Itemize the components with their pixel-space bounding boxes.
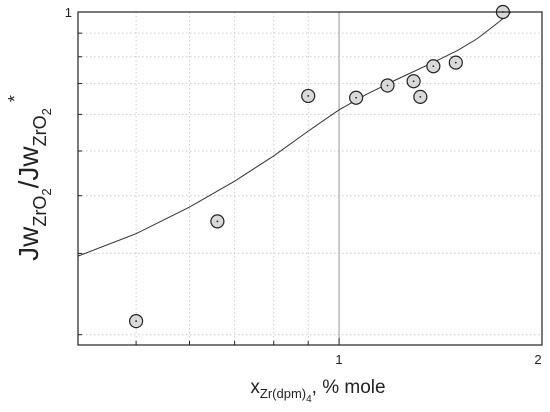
data-point-center <box>135 320 138 323</box>
x-axis-title: xZr(dpm)4, % mole <box>250 377 385 405</box>
data-point-center <box>419 95 422 98</box>
x-tick-label-1: 1 <box>335 352 342 367</box>
x-axis-title-subsub: 4 <box>306 394 312 405</box>
data-point-center <box>307 95 310 97</box>
y-axis-title-part1-subsub: 2 <box>39 188 54 195</box>
data-point-center <box>454 61 457 64</box>
x-axis-title-base: x <box>250 377 260 398</box>
data-points <box>129 4 511 329</box>
y-axis-title-part1-sub: ZrO <box>30 196 50 227</box>
y-axis-title-slash: / <box>13 180 44 188</box>
x-axis-title-suffix: , % mole <box>312 377 386 398</box>
fit-curve <box>77 11 512 257</box>
x-tick-label-2: 2 <box>534 352 541 367</box>
y-axis-title-part2: Jw <box>13 146 44 181</box>
y-axis-title: JwZrO2/JwZrO2* <box>5 95 54 261</box>
y-axis-title-part1: Jw <box>13 226 44 261</box>
y-axis-title-part2-subsub: 2 <box>39 108 54 115</box>
data-point-center <box>412 80 415 83</box>
y-tick-label-1: 1 <box>65 5 72 20</box>
y-axis-title-part2-sub: ZrO <box>30 115 50 146</box>
axis-ticks <box>78 11 543 345</box>
data-point-center <box>216 220 219 223</box>
y-axis-title-sup: * <box>5 95 25 102</box>
fit-curve-group <box>77 11 512 257</box>
data-point-center <box>386 84 389 87</box>
x-axis-title-sub: Zr(dpm) <box>260 386 306 401</box>
data-point-center <box>355 96 358 99</box>
grid-lines <box>78 12 542 345</box>
data-point-center <box>432 65 435 68</box>
plot-area-frame <box>77 11 543 346</box>
